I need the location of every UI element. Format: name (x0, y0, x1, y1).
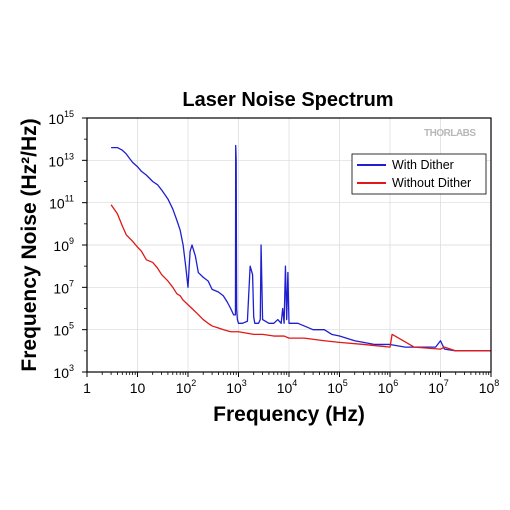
y-axis-title: Frequency Noise (Hz²/Hz) (18, 118, 41, 371)
axis-ticks: 1 10 102 103 104 105 106 107 108 103 105 107 109 1011… (48, 109, 499, 396)
thorlabs-watermark: THORLABS (424, 128, 476, 139)
tick-label: 103 (53, 363, 74, 381)
legend-box (351, 153, 487, 195)
x-axis-title: Frequency (Hz) (213, 403, 365, 426)
series-layer (110, 144, 491, 352)
tick-label: 105 (327, 378, 348, 396)
tick-label: 102 (176, 378, 197, 396)
grid (86, 117, 492, 373)
tick-label: 107 (53, 278, 74, 296)
tick-label: 105 (53, 321, 74, 339)
tick-label: 1013 (48, 151, 74, 169)
tick-label: 1 (83, 380, 91, 396)
tick-label: 1015 (48, 109, 74, 127)
series-line-with-dither (111, 144, 491, 352)
tick-label: 106 (378, 378, 399, 396)
legend: With Dither Without Dither (351, 153, 487, 195)
tick-label: 107 (428, 378, 449, 396)
tick-label: 103 (226, 378, 247, 396)
tick-label: 109 (53, 236, 74, 254)
tick-label: 108 (479, 378, 500, 396)
tick-label: 10 (130, 380, 146, 396)
legend-label-without-dither: Without Dither (392, 176, 471, 190)
legend-label-with-dither: With Dither (392, 158, 454, 172)
tick-label: 1011 (49, 194, 74, 212)
chart-title: Laser Noise Spectrum (182, 89, 393, 111)
series-line-without-dither (110, 204, 491, 352)
tick-label: 104 (277, 378, 298, 396)
